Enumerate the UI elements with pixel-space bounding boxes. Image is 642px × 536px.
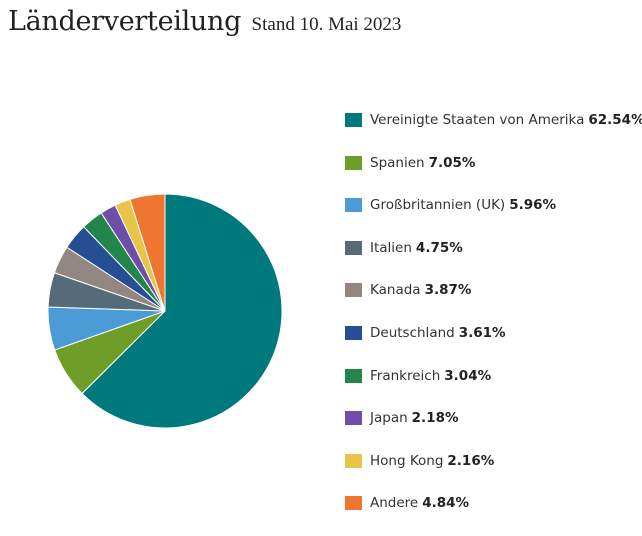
chart-header: Länderverteilung Stand 10. Mai 2023 bbox=[8, 6, 401, 37]
chart-legend: Vereinigte Staaten von Amerika 62.54% Span… bbox=[345, 110, 642, 536]
legend-swatch bbox=[345, 198, 362, 213]
legend-item: Kanada 3.87% bbox=[345, 280, 642, 323]
legend-value: 62.54% bbox=[588, 112, 642, 128]
legend-item: Hong Kong 2.16% bbox=[345, 451, 642, 494]
legend-value: 4.84% bbox=[422, 495, 470, 512]
legend-value: 5.96% bbox=[509, 197, 557, 214]
legend-swatch bbox=[345, 411, 362, 426]
legend-value: 7.05% bbox=[428, 154, 476, 171]
legend-label: Spanien bbox=[370, 154, 425, 171]
legend-label: Hong Kong bbox=[370, 452, 444, 469]
legend-label: Italien bbox=[370, 239, 412, 256]
legend-item: Andere 4.84% bbox=[345, 493, 642, 536]
legend-value: 3.61% bbox=[458, 324, 506, 341]
legend-item: Italien 4.75% bbox=[345, 238, 642, 281]
legend-item: Großbritannien (UK) 5.96% bbox=[345, 195, 642, 238]
chart-subtitle: Stand 10. Mai 2023 bbox=[251, 14, 402, 35]
legend-label: Japan bbox=[370, 410, 408, 427]
legend-value: 3.87% bbox=[424, 282, 472, 299]
legend-swatch bbox=[345, 496, 362, 511]
legend-value: 2.18% bbox=[411, 410, 459, 427]
legend-label: Andere bbox=[370, 495, 419, 512]
legend-item: Spanien 7.05% bbox=[345, 153, 642, 196]
legend-label: Frankreich bbox=[370, 367, 441, 384]
legend-label: Vereinigte Staaten von Amerika bbox=[370, 112, 585, 128]
legend-item: Frankreich 3.04% bbox=[345, 366, 642, 409]
legend-swatch bbox=[345, 368, 362, 383]
legend-value: 4.75% bbox=[415, 239, 463, 256]
legend-swatch bbox=[345, 325, 362, 340]
legend-swatch bbox=[345, 453, 362, 468]
pie-slice-0 bbox=[81, 193, 283, 429]
chart-title: Länderverteilung bbox=[8, 6, 242, 37]
pie-chart bbox=[47, 193, 283, 429]
legend-label: Kanada bbox=[370, 282, 421, 299]
legend-swatch bbox=[345, 283, 362, 298]
legend-label: Großbritannien (UK) bbox=[370, 197, 506, 214]
legend-item: Vereinigte Staaten von Amerika 62.54% bbox=[345, 110, 642, 153]
legend-item: Deutschland 3.61% bbox=[345, 323, 642, 366]
legend-value: 3.04% bbox=[444, 367, 492, 384]
legend-label: Deutschland bbox=[370, 324, 455, 341]
legend-swatch bbox=[345, 113, 362, 127]
legend-swatch bbox=[345, 155, 362, 170]
legend-swatch bbox=[345, 240, 362, 255]
legend-item: Japan 2.18% bbox=[345, 408, 642, 451]
pie-slice-9 bbox=[129, 193, 166, 312]
legend-value: 2.16% bbox=[447, 452, 495, 469]
